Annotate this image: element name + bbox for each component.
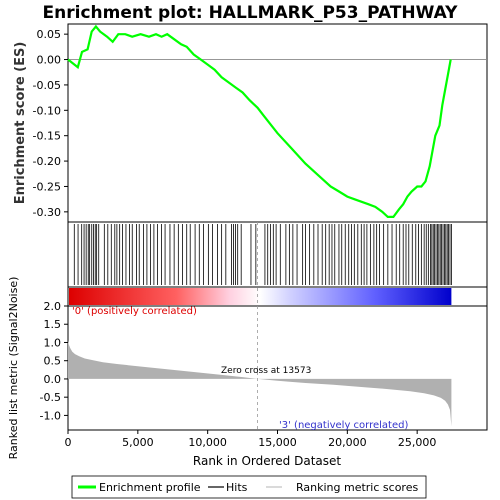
es-axis-label: Enrichment score (ES) — [13, 42, 28, 205]
legend-box — [71, 475, 427, 499]
metric-y-tick-label: 0.5 — [44, 355, 62, 368]
legend-ranking-label: Ranking metric scores — [296, 481, 418, 494]
x-tick-label: 25,000 — [398, 436, 437, 449]
es-y-tick-label: -0.15 — [33, 130, 61, 143]
es-y-tick-label: -0.05 — [33, 79, 61, 92]
metric-y-tick-label: 1.5 — [44, 318, 62, 331]
axes-layer: 0.050.00-0.05-0.10-0.15-0.20-0.25-0.302.… — [33, 28, 437, 449]
es-y-tick-label: 0.05 — [37, 28, 62, 41]
hits-layer — [73, 224, 452, 285]
legend-hits-label: Hits — [226, 481, 248, 494]
x-axis-label: Rank in Ordered Dataset — [193, 454, 341, 468]
es-panel — [67, 23, 488, 223]
metric-y-tick-label: -1.0 — [40, 409, 61, 422]
x-tick-label: 5,000 — [122, 436, 154, 449]
rank-gradient-layer — [69, 288, 452, 305]
metric-axis-label: Ranked list metric (Signal2Noise) — [7, 277, 20, 460]
zero-cross-label: Zero cross at 13573 — [221, 366, 311, 376]
negative-correlation-label: '3' (negatively correlated) — [279, 420, 408, 431]
x-tick-label: 20,000 — [328, 436, 367, 449]
es-y-tick-label: 0.00 — [37, 54, 62, 67]
positive-correlation-label: '0' (positively correlated) — [72, 306, 197, 317]
legend-enrichment-label: Enrichment profile — [99, 481, 201, 494]
metric-y-tick-label: 0.0 — [44, 373, 62, 386]
es-y-tick-label: -0.25 — [33, 180, 61, 193]
rank-gradient-fill — [69, 288, 452, 305]
ranking-metric-area — [68, 340, 452, 427]
chart-title: Enrichment plot: HALLMARK_P53_PATHWAY — [43, 3, 459, 23]
enrichment-profile-layer — [67, 24, 487, 218]
metric-y-tick-label: 1.0 — [44, 336, 62, 349]
enrichment-profile-line — [67, 24, 452, 218]
metric-y-tick-label: -0.5 — [40, 391, 61, 404]
es-y-tick-label: -0.30 — [33, 206, 61, 219]
metric-y-tick-label: 2.0 — [44, 300, 62, 313]
x-tick-label: 15,000 — [258, 436, 297, 449]
es-y-tick-label: -0.10 — [33, 104, 61, 117]
x-tick-label: 10,000 — [188, 436, 227, 449]
es-y-tick-label: -0.20 — [33, 155, 61, 168]
ranking-metric-layer — [68, 222, 452, 430]
x-tick-label: 0 — [65, 436, 72, 449]
